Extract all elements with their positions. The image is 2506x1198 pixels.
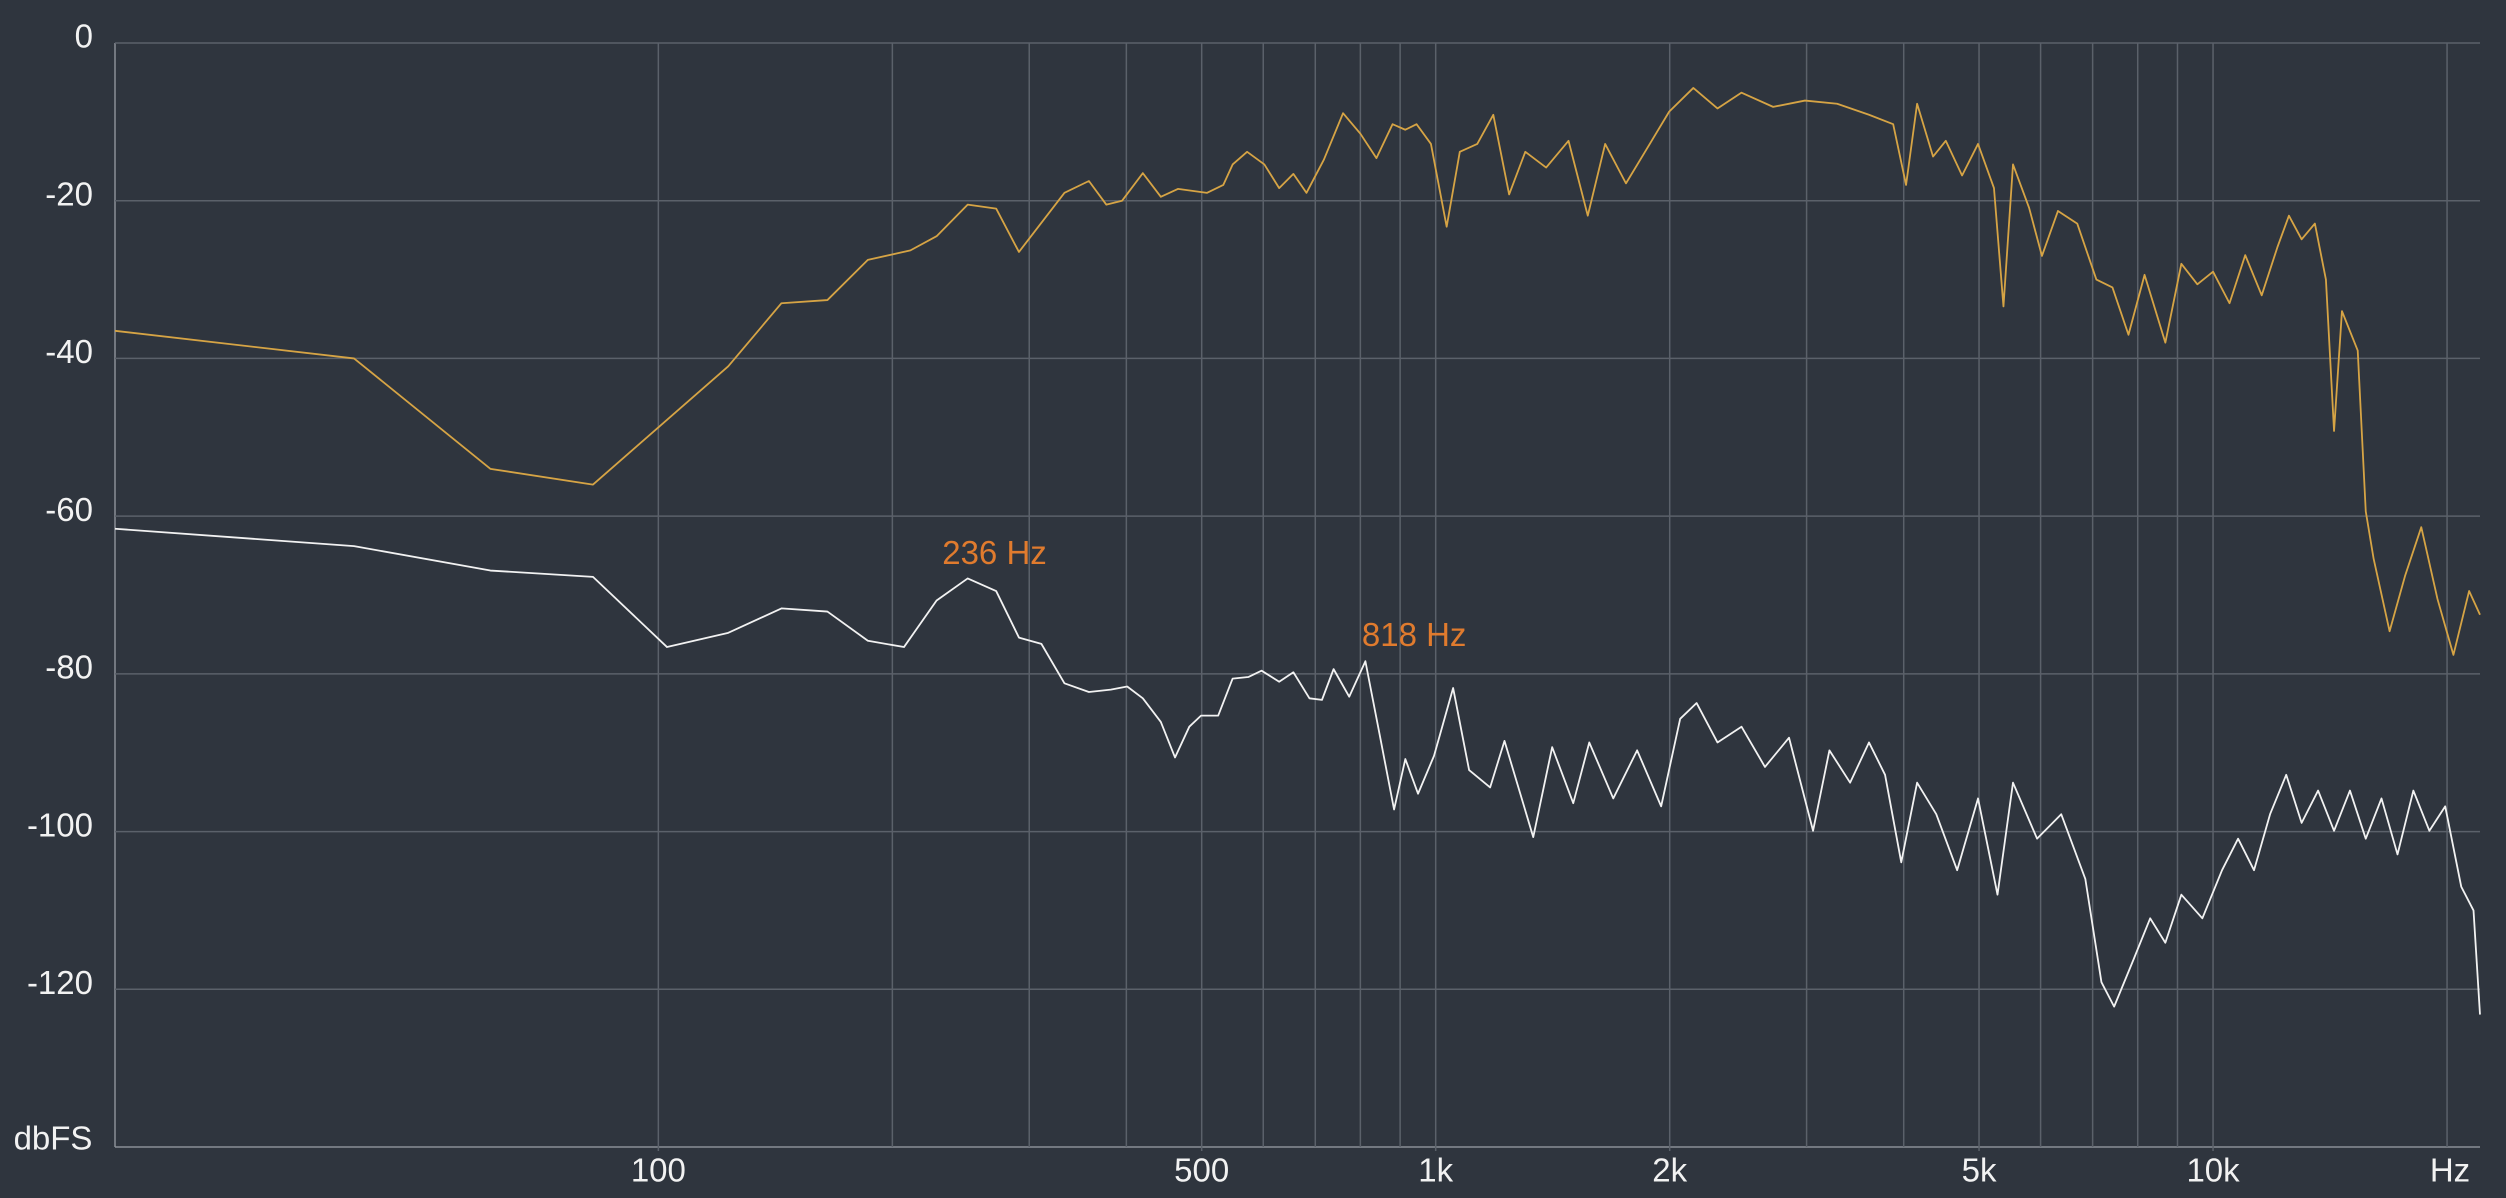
- x-tick-label: 100: [631, 1152, 686, 1189]
- y-tick-label: -20: [45, 175, 93, 212]
- y-tick-label: -120: [27, 964, 93, 1001]
- y-axis-label: dbFS: [14, 1120, 93, 1157]
- spectrum-line: [114, 87, 2481, 656]
- x-tick-label: 2k: [1652, 1152, 1687, 1189]
- x-tick-label: 5k: [1962, 1152, 1997, 1189]
- y-tick-label: -100: [27, 806, 93, 843]
- peak-annotation: 818 Hz: [1362, 616, 1467, 653]
- x-tick-label: 500: [1174, 1152, 1229, 1189]
- x-tick-label: 10k: [2186, 1152, 2240, 1189]
- y-tick-label: -60: [45, 491, 93, 528]
- x-tick-label: 1k: [1418, 1152, 1453, 1189]
- y-tick-label: -40: [45, 333, 93, 370]
- y-tick-label: 0: [75, 18, 93, 55]
- x-axis-label: Hz: [2430, 1152, 2470, 1189]
- peak-annotation: 236 Hz: [942, 534, 1047, 571]
- y-tick-label: -80: [45, 649, 93, 686]
- spectrum-line: [114, 527, 2481, 1015]
